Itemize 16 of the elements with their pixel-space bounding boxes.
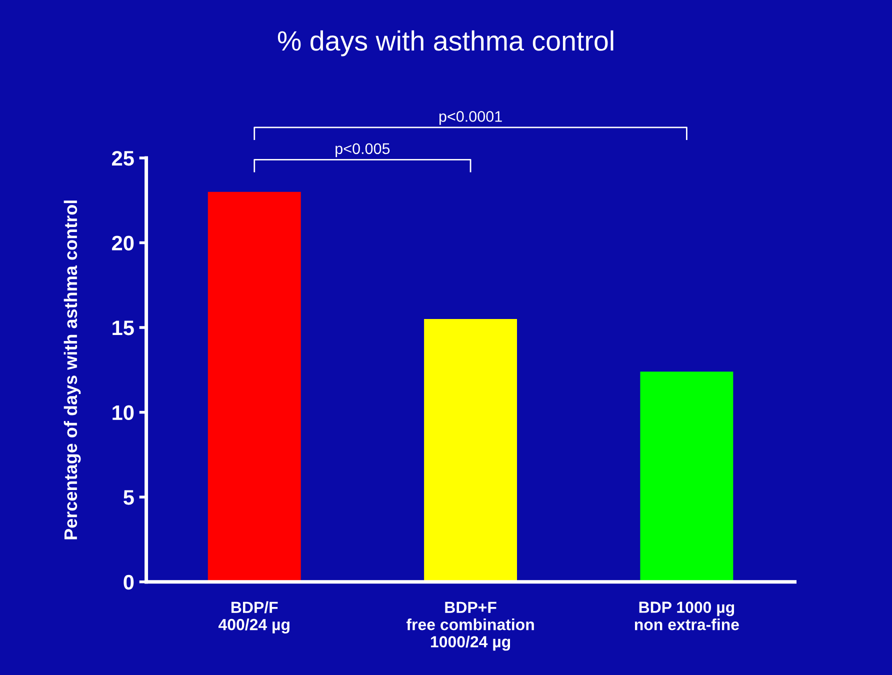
x-tick-label: BDP+F free combination 1000/24 µg [406, 602, 534, 651]
y-tick-label: 10 [112, 405, 134, 420]
y-tick-label: 0 [124, 574, 134, 590]
x-tick-label: BDP/F 400/24 µg [218, 601, 290, 634]
y-tick-label: 25 [112, 150, 134, 166]
y-tick-label: 20 [112, 236, 134, 250]
text: p<0.0001 [439, 111, 502, 125]
y-axis-title: Percentage of days with asthma control [64, 200, 81, 540]
chart-title: % days with asthma control [278, 30, 614, 56]
y-tick-label: 15 [112, 320, 134, 336]
bar [208, 192, 301, 582]
text: p<0.005 [336, 143, 390, 158]
bar [640, 372, 734, 582]
x-tick-label: BDP 1000 µg non extra-fine [634, 602, 739, 630]
y-tick-label: 5 [124, 490, 134, 505]
bar [424, 319, 518, 582]
